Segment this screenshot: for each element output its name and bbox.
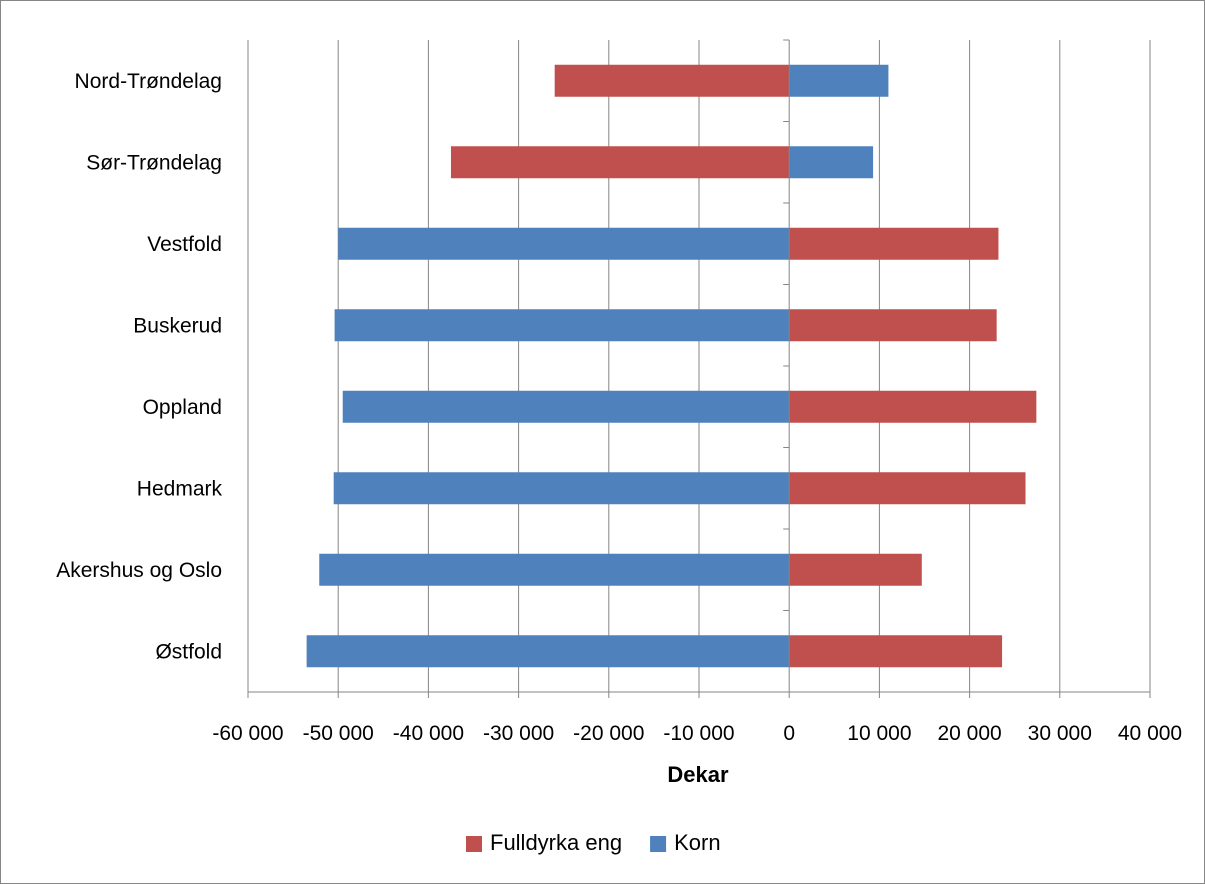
legend: Fulldyrka eng Korn bbox=[466, 830, 721, 855]
x-tick-label: -50 000 bbox=[303, 722, 374, 745]
bar bbox=[338, 227, 790, 260]
bar bbox=[789, 64, 889, 97]
bar bbox=[789, 390, 1037, 423]
y-category-label: Vestfold bbox=[147, 233, 222, 256]
legend-label: Korn bbox=[674, 830, 720, 855]
bar bbox=[554, 64, 790, 97]
axes bbox=[247, 39, 1151, 698]
x-axis-title: Dekar bbox=[667, 762, 729, 787]
y-category-label: Østfold bbox=[155, 640, 222, 663]
y-category-label: Nord-Trøndelag bbox=[75, 70, 222, 93]
x-tick-label: 30 000 bbox=[1028, 722, 1092, 745]
bar bbox=[789, 553, 922, 586]
y-category-label: Akershus og Oslo bbox=[56, 559, 222, 582]
bar bbox=[306, 635, 790, 668]
y-category-label: Hedmark bbox=[137, 477, 223, 500]
bars bbox=[306, 64, 1037, 668]
legend-swatch bbox=[466, 836, 482, 852]
bar bbox=[789, 309, 997, 342]
legend-swatch bbox=[650, 836, 667, 852]
bar bbox=[333, 472, 790, 505]
y-category-label: Oppland bbox=[143, 396, 222, 419]
bar bbox=[450, 146, 790, 179]
x-tick-label: 10 000 bbox=[847, 722, 911, 745]
legend-label: Fulldyrka eng bbox=[490, 830, 622, 855]
bar bbox=[342, 390, 790, 423]
x-tick-label: -60 000 bbox=[212, 722, 283, 745]
bar bbox=[319, 553, 790, 586]
bar bbox=[789, 146, 874, 179]
x-tick-label: 40 000 bbox=[1118, 722, 1182, 745]
x-tick-label: -40 000 bbox=[393, 722, 464, 745]
y-category-label: Buskerud bbox=[133, 314, 222, 337]
y-category-label: Sør-Trøndelag bbox=[86, 151, 222, 174]
x-tick-labels: -60 000 -50 000 -40 000 -30 000 -20 000 -10 0… bbox=[212, 722, 1182, 745]
bar bbox=[789, 635, 1003, 668]
bar bbox=[789, 472, 1026, 505]
bar bbox=[334, 309, 790, 342]
x-tick-label: -20 000 bbox=[573, 722, 644, 745]
x-tick-label: -10 000 bbox=[663, 722, 734, 745]
bar bbox=[789, 227, 999, 260]
x-tick-label: -30 000 bbox=[483, 722, 554, 745]
gridlines bbox=[247, 40, 1151, 692]
x-tick-label: 20 000 bbox=[937, 722, 1001, 745]
category-labels: Nord-Trøndelag Sør-Trøndelag Vestfold Buske… bbox=[56, 70, 222, 664]
x-tick-label: 0 bbox=[783, 722, 795, 745]
